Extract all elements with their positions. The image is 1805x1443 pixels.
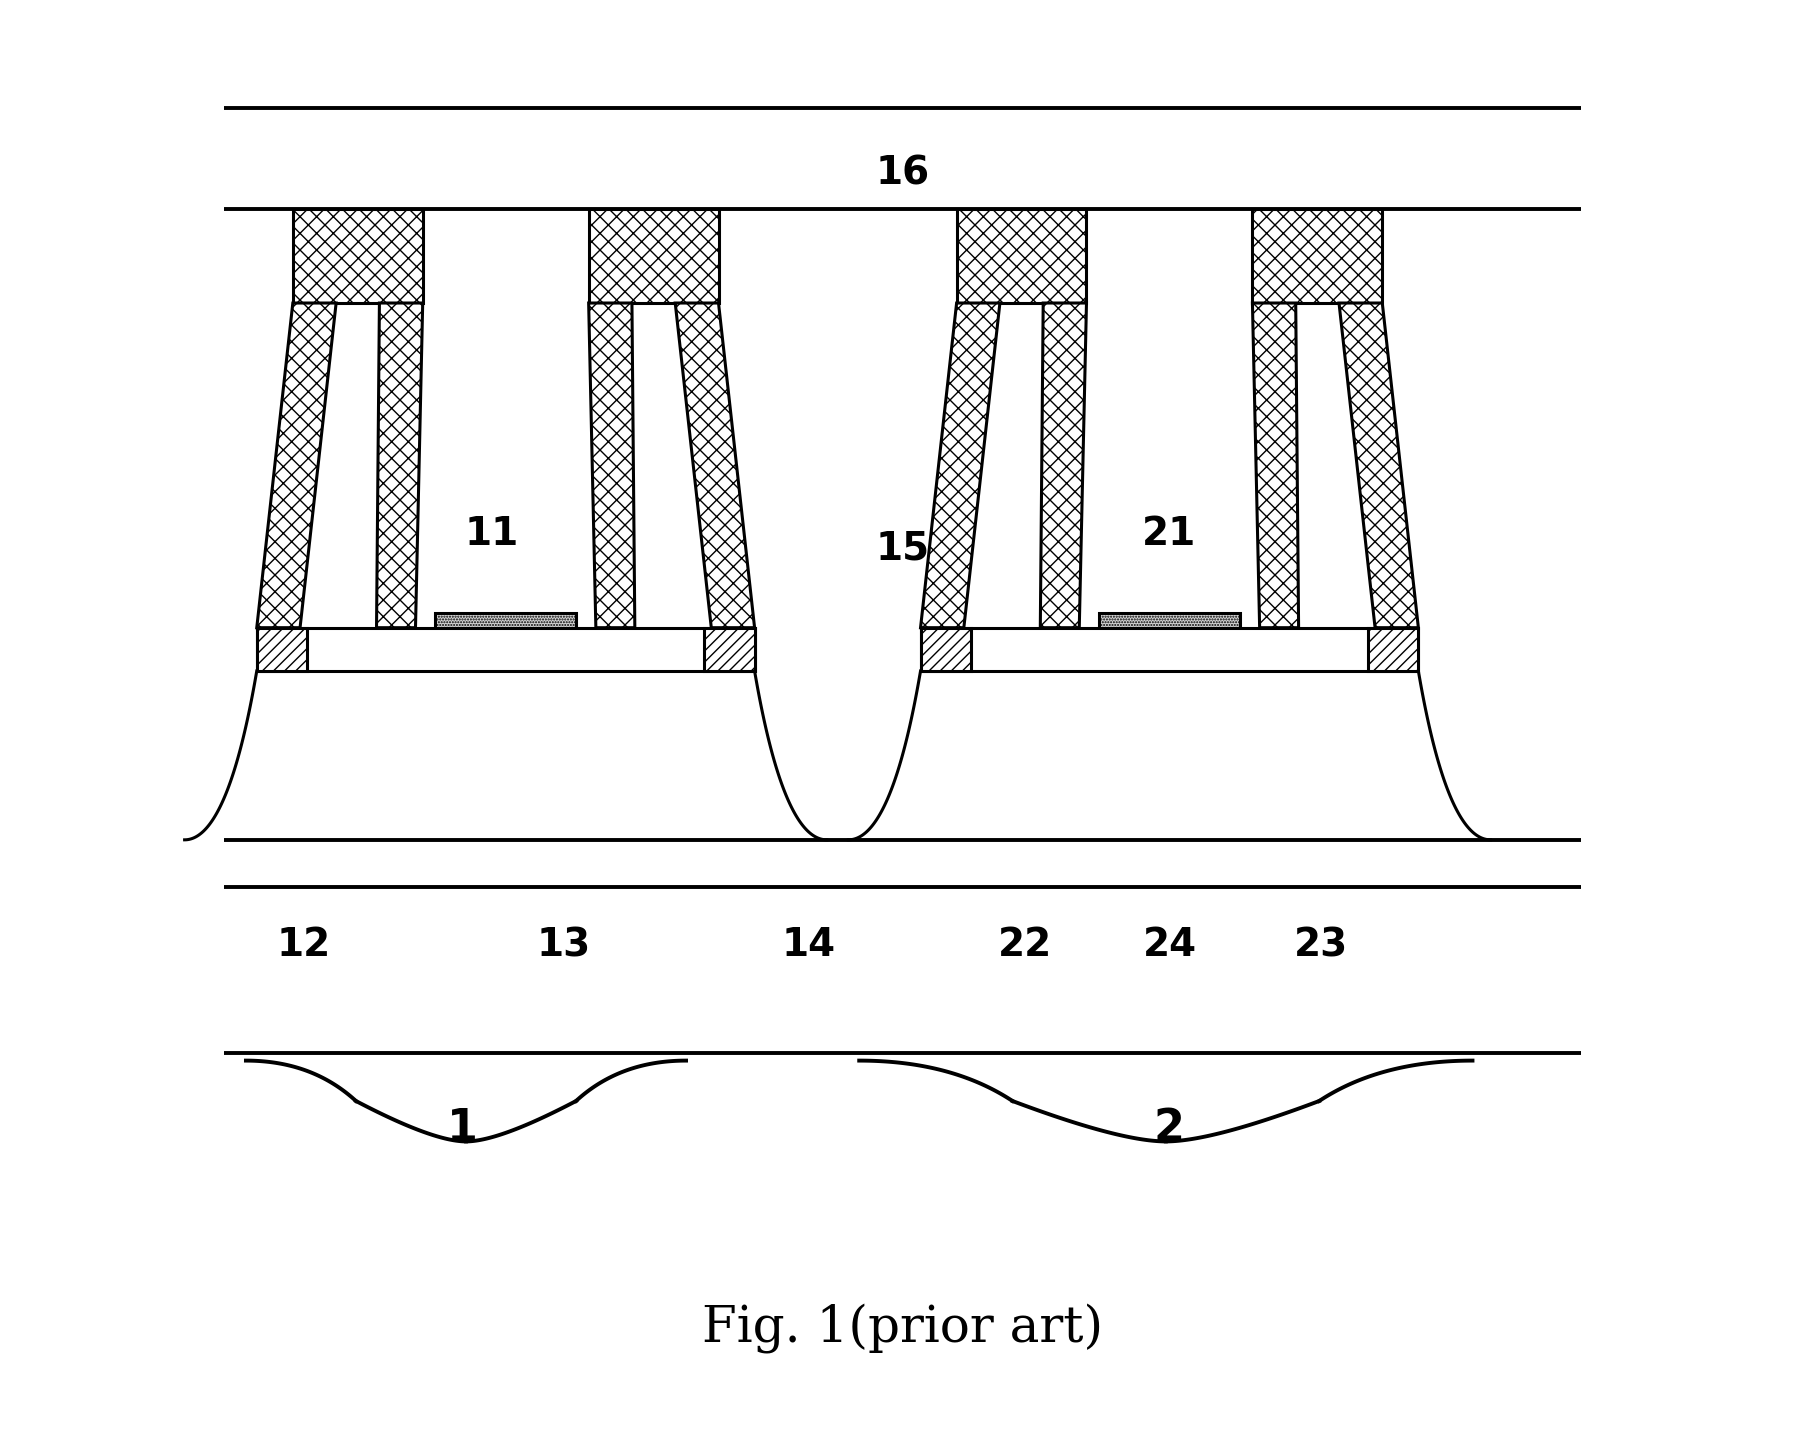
Bar — [957, 209, 1087, 303]
PathPatch shape — [1339, 303, 1419, 628]
PathPatch shape — [1253, 303, 1298, 628]
Text: 12: 12 — [276, 926, 330, 964]
PathPatch shape — [675, 303, 754, 628]
PathPatch shape — [588, 303, 635, 628]
PathPatch shape — [921, 303, 1000, 628]
Text: 13: 13 — [536, 926, 590, 964]
Bar — [921, 628, 971, 671]
Text: 1: 1 — [448, 1107, 478, 1150]
Bar — [256, 628, 754, 671]
PathPatch shape — [377, 303, 422, 628]
PathPatch shape — [256, 303, 336, 628]
Bar — [1253, 209, 1383, 303]
Text: 23: 23 — [1294, 926, 1348, 964]
Text: 11: 11 — [464, 515, 518, 553]
Bar — [1368, 628, 1419, 671]
Text: 16: 16 — [875, 154, 930, 192]
Text: 22: 22 — [998, 926, 1052, 964]
Text: Fig. 1(prior art): Fig. 1(prior art) — [702, 1303, 1103, 1352]
Text: 2: 2 — [1153, 1107, 1184, 1150]
Bar — [1099, 613, 1240, 668]
Bar — [704, 628, 754, 671]
Text: 15: 15 — [875, 530, 930, 567]
Text: 14: 14 — [782, 926, 836, 964]
Text: 24: 24 — [1143, 926, 1197, 964]
Bar — [435, 613, 576, 668]
Bar — [921, 628, 1419, 671]
Bar — [256, 628, 307, 671]
Text: 21: 21 — [1143, 515, 1197, 553]
Bar — [588, 209, 718, 303]
Bar — [292, 209, 422, 303]
PathPatch shape — [1040, 303, 1087, 628]
